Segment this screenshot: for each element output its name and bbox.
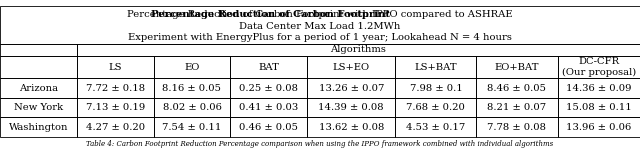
Bar [0, 78, 77, 98]
Bar [77, 117, 154, 137]
Bar [476, 56, 557, 78]
Text: 0.25 ± 0.08: 0.25 ± 0.08 [239, 84, 298, 93]
Bar [154, 117, 230, 137]
Text: 4.53 ± 0.17: 4.53 ± 0.17 [406, 123, 465, 132]
Text: 13.26 ± 0.07: 13.26 ± 0.07 [319, 84, 384, 93]
Bar [154, 98, 230, 117]
Text: Table 4: Carbon Footprint Reduction Percentage comparison when using the IPPO fr: Table 4: Carbon Footprint Reduction Perc… [86, 140, 554, 148]
Text: 7.54 ± 0.11: 7.54 ± 0.11 [163, 123, 221, 132]
Text: Algorithms: Algorithms [330, 45, 387, 55]
Bar [396, 78, 476, 98]
Bar [77, 56, 154, 78]
Text: Washington: Washington [9, 123, 68, 132]
Text: LS+BAT: LS+BAT [415, 63, 457, 72]
Text: 7.72 ± 0.18: 7.72 ± 0.18 [86, 84, 145, 93]
Bar [230, 78, 307, 98]
Text: LS: LS [108, 63, 122, 72]
Text: DC-CFR
(Our proposal): DC-CFR (Our proposal) [562, 57, 636, 77]
Text: 14.36 ± 0.09: 14.36 ± 0.09 [566, 84, 632, 93]
Text: 7.98 ± 0.1: 7.98 ± 0.1 [410, 84, 462, 93]
Text: Experiment with EnergyPlus for a period of 1 year; Lookahead N = 4 hours: Experiment with EnergyPlus for a period … [128, 33, 512, 42]
Text: 13.62 ± 0.08: 13.62 ± 0.08 [319, 123, 384, 132]
Text: 7.13 ± 0.19: 7.13 ± 0.19 [86, 103, 145, 112]
Text: 13.96 ± 0.06: 13.96 ± 0.06 [566, 123, 632, 132]
Text: 8.02 ± 0.06: 8.02 ± 0.06 [163, 103, 221, 112]
Text: LS+EO: LS+EO [333, 63, 370, 72]
Bar [77, 98, 154, 117]
Bar [557, 98, 640, 117]
Bar [396, 56, 476, 78]
Bar [0, 56, 77, 78]
Bar [476, 98, 557, 117]
Text: Percentage Reduction of Carbon Footprint: Percentage Reduction of Carbon Footprint [151, 10, 390, 19]
Bar [557, 117, 640, 137]
Bar [230, 117, 307, 137]
Bar [0, 98, 77, 117]
Text: 7.68 ± 0.20: 7.68 ± 0.20 [406, 103, 465, 112]
Bar [396, 98, 476, 117]
Bar [476, 117, 557, 137]
Bar [230, 98, 307, 117]
Text: 8.16 ± 0.05: 8.16 ± 0.05 [163, 84, 221, 93]
Bar [0, 117, 77, 137]
Text: 8.21 ± 0.07: 8.21 ± 0.07 [488, 103, 547, 112]
Text: 0.46 ± 0.05: 0.46 ± 0.05 [239, 123, 298, 132]
Bar [557, 78, 640, 98]
Text: EO+BAT: EO+BAT [495, 63, 540, 72]
Text: New York: New York [14, 103, 63, 112]
Bar [230, 56, 307, 78]
Text: 4.27 ± 0.20: 4.27 ± 0.20 [86, 123, 145, 132]
Bar [307, 117, 396, 137]
Bar [154, 78, 230, 98]
Text: EO: EO [184, 63, 200, 72]
Bar [307, 56, 396, 78]
Bar [557, 56, 640, 78]
Text: BAT: BAT [259, 63, 279, 72]
Bar [307, 98, 396, 117]
Text: 7.78 ± 0.08: 7.78 ± 0.08 [488, 123, 547, 132]
Bar [77, 44, 640, 56]
Text: 14.39 ± 0.08: 14.39 ± 0.08 [319, 103, 384, 112]
Bar [396, 117, 476, 137]
Text: Percentage Reduction of Carbon Footprint with IPPO compared to ASHRAE: Percentage Reduction of Carbon Footprint… [127, 10, 513, 19]
Bar [77, 78, 154, 98]
Bar [307, 78, 396, 98]
Bar [0, 6, 640, 44]
Bar [0, 44, 77, 56]
Text: 0.41 ± 0.03: 0.41 ± 0.03 [239, 103, 298, 112]
Text: 8.46 ± 0.05: 8.46 ± 0.05 [488, 84, 547, 93]
Bar [154, 56, 230, 78]
Text: 15.08 ± 0.11: 15.08 ± 0.11 [566, 103, 632, 112]
Text: Arizona: Arizona [19, 84, 58, 93]
Text: Data Center Max Load 1.2MWh: Data Center Max Load 1.2MWh [239, 22, 401, 31]
Bar [476, 78, 557, 98]
